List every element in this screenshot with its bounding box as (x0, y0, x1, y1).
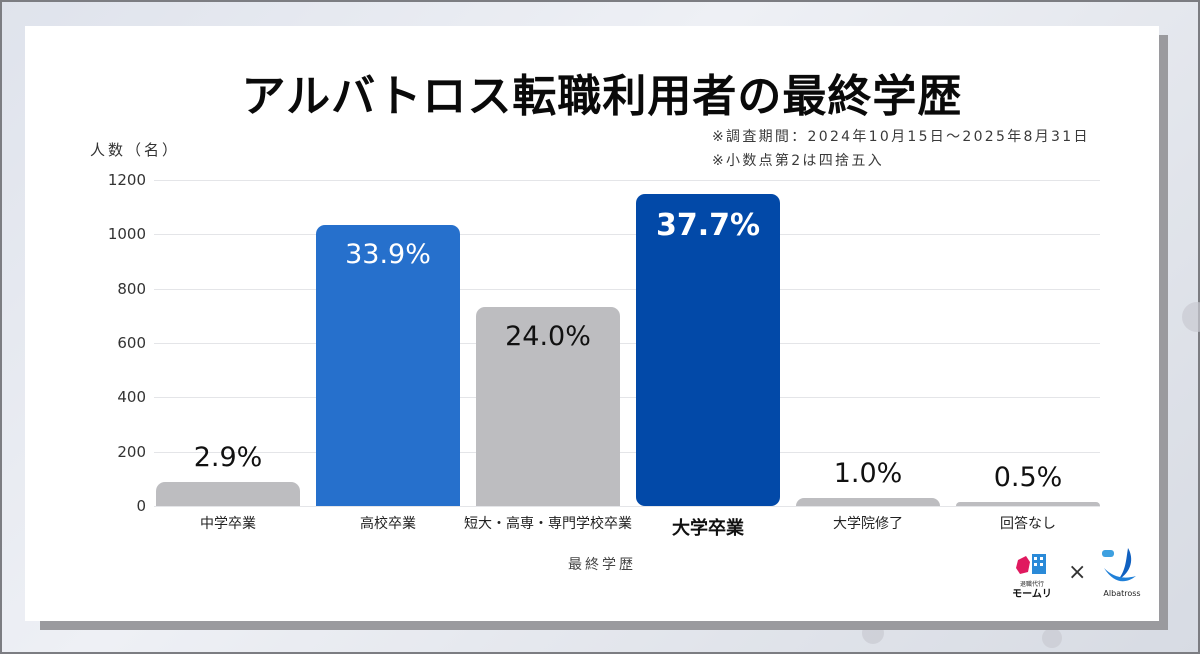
bar-1 (316, 224, 460, 506)
background-decoration (1042, 628, 1062, 648)
bar-4 (796, 497, 940, 506)
y-tick-label: 800 (117, 279, 146, 298)
bar-value-label: 37.7% (655, 207, 761, 243)
x-category-label: 大学院修了 (833, 516, 903, 532)
gridline (154, 506, 1100, 507)
x-category-label: 高校卒業 (360, 516, 416, 532)
y-tick-label: 1000 (107, 225, 146, 244)
bar-value-label: 1.0% (833, 457, 903, 489)
x-category-label: 中学卒業 (200, 516, 256, 532)
gridline (154, 343, 1100, 344)
background-decoration (1182, 302, 1200, 332)
gridline (154, 234, 1100, 236)
bar-value-label: 2.9% (193, 442, 263, 474)
y-tick-label: 1200 (107, 171, 146, 189)
y-tick-label: 400 (117, 388, 146, 407)
bar-value-label: 33.9% (345, 238, 431, 270)
svg-text:退職代行: 退職代行 (1020, 580, 1044, 588)
y-tick-label: 600 (117, 334, 146, 352)
x-category-label: 回答なし (1000, 516, 1056, 532)
bar-2 (476, 306, 620, 506)
x-axis-label: 最終学歴 (568, 557, 636, 573)
svg-text:Albatross: Albatross (1103, 589, 1140, 598)
gridline (154, 180, 1100, 181)
gridline (154, 288, 1100, 290)
bar-0 (156, 482, 300, 506)
rounding-note: ※小数点第2は四捨五入 (712, 153, 884, 169)
survey-period-note: ※調査期間：2024年10月15日～2025年8月31日 (712, 129, 1090, 145)
gridline (154, 397, 1100, 399)
bar-value-label: 0.5% (993, 461, 1063, 493)
svg-text:モームリ: モームリ (1012, 588, 1052, 600)
gridline (154, 451, 1100, 453)
albatross-logo: Albatross (1102, 548, 1141, 598)
y-axis-label: 人数（名） (90, 141, 181, 159)
momuri-logo: 退職代行 モームリ (1012, 554, 1052, 600)
x-category-label: 短大・高専・専門学校卒業 (464, 516, 632, 532)
bar-value-label: 24.0% (505, 320, 591, 352)
bar-5 (956, 501, 1100, 506)
chart-title: アルバトロス転職利用者の最終学歴 (241, 71, 963, 122)
bar-3 (636, 193, 780, 506)
y-tick-label: 200 (117, 442, 146, 461)
x-category-label: 大学卒業 (672, 518, 744, 539)
collaboration-x: × (1068, 560, 1087, 585)
y-tick-label: 0 (136, 497, 146, 515)
